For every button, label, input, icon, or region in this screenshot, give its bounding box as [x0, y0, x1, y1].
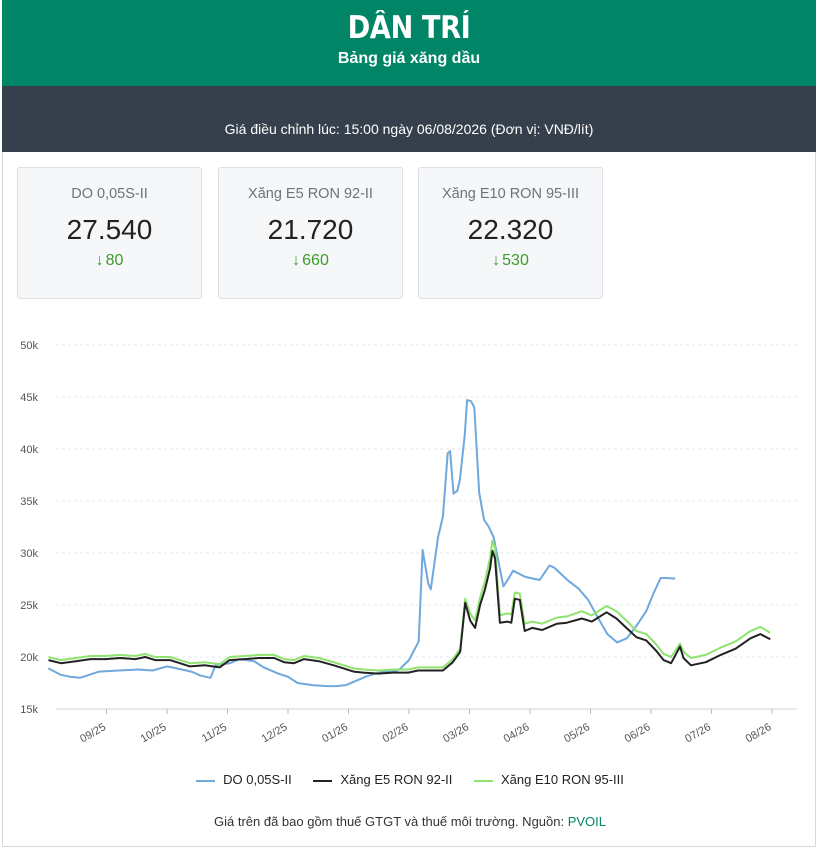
x-tick-label: 05/26 [562, 721, 592, 745]
card-fuel-name: Xăng E5 RON 92-II [248, 186, 373, 202]
x-tick-label: 07/26 [683, 721, 713, 745]
card-fuel-name: DO 0,05S-II [71, 186, 148, 202]
y-tick-label: 20k [20, 652, 38, 664]
card-price: 22.320 [467, 214, 554, 245]
y-tick-label: 35k [20, 496, 38, 508]
card-price: 27.540 [66, 214, 153, 245]
card-change: ↓ 660 [219, 252, 402, 270]
legend-label: DO 0,05S-II [223, 772, 292, 787]
legend-swatch [196, 779, 216, 782]
card-price: 21.720 [267, 214, 354, 245]
x-tick-label: 01/26 [320, 721, 350, 745]
x-tick-label: 03/26 [441, 721, 471, 745]
price-card-e10: Xăng E10 RON 95-III 22.320 ↓ 530 [418, 167, 603, 299]
x-tick-label: 06/26 [623, 721, 653, 745]
arrow-down-icon: ↓ [492, 252, 501, 269]
card-fuel-name: Xăng E10 RON 95-III [441, 186, 579, 202]
header: DÂN TRÍ Bảng giá xăng dầu [2, 0, 816, 86]
arrow-down-icon: ↓ [292, 252, 301, 269]
x-tick-label: 12/25 [260, 721, 290, 745]
y-tick-label: 40k [20, 444, 38, 456]
y-tick-label: 15k [20, 704, 38, 716]
info-band: Giá điều chỉnh lúc: 15:00 ngày 06/08/202… [2, 86, 816, 152]
source-link[interactable]: PVOIL [567, 814, 607, 829]
card-change-value: 660 [302, 252, 329, 269]
y-tick-label: 45k [20, 392, 38, 404]
legend-item-e5[interactable]: Xăng E5 RON 92-II [313, 772, 452, 787]
series-line-do [47, 399, 676, 688]
legend-item-do[interactable]: DO 0,05S-II [196, 772, 292, 787]
y-tick-label: 50k [20, 340, 38, 352]
price-line-chart[interactable]: 15k 20k 25k 30k 35k 40k 45k 50k 09/25 10/25 11/25 1… [0, 330, 820, 760]
x-tick-label: 09/25 [78, 721, 108, 745]
card-change-value: 80 [105, 252, 124, 269]
footer-note: Giá trên đã bao gồm thuế GTGT và thuế mô… [0, 814, 820, 829]
price-card-do: DO 0,05S-II 27.540 ↓ 80 [17, 167, 202, 299]
legend-label: Xăng E5 RON 92-II [340, 772, 453, 787]
legend-swatch [474, 779, 494, 782]
legend-swatch [313, 779, 333, 782]
x-tick-label: 10/25 [139, 721, 169, 745]
legend-label: Xăng E10 RON 95-III [501, 772, 624, 787]
x-tick-label: 08/26 [744, 721, 774, 745]
x-tick-label: 11/25 [200, 721, 229, 745]
footer-text: Giá trên đã bao gồm thuế GTGT và thuế mô… [213, 814, 568, 829]
adjustment-time-text: Giá điều chỉnh lúc: 15:00 ngày 06/08/202… [224, 121, 594, 137]
page-title: Bảng giá xăng dầu [337, 50, 481, 67]
y-tick-label: 30k [20, 548, 38, 560]
series-line-e5 [48, 549, 771, 675]
price-card-e5: Xăng E5 RON 92-II 21.720 ↓ 660 [218, 167, 403, 299]
legend-item-e10[interactable]: Xăng E10 RON 95-III [474, 772, 624, 787]
arrow-down-icon: ↓ [95, 252, 104, 269]
card-change-value: 530 [502, 252, 529, 269]
card-change: ↓ 80 [18, 252, 201, 270]
x-tick-label: 04/26 [502, 721, 532, 745]
series-line-e10 [48, 539, 771, 672]
y-tick-label: 25k [20, 600, 38, 612]
chart-legend: DO 0,05S-II Xăng E5 RON 92-II Xăng E10 R… [0, 772, 820, 787]
brand-logo[interactable]: DÂN TRÍ [347, 10, 471, 46]
card-change: ↓ 530 [419, 252, 602, 270]
x-tick-label: 02/26 [381, 721, 411, 745]
